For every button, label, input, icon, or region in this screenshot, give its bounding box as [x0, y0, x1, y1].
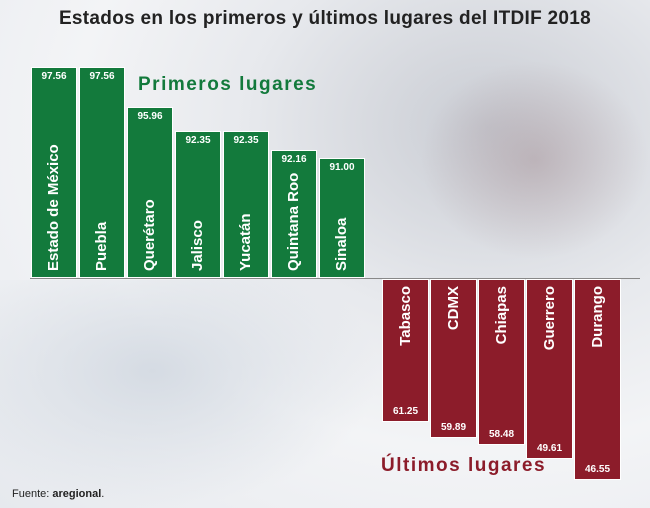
bar-primeros-6: 91.00 Sinaloa [319, 158, 365, 278]
background-tablet-image [420, 60, 650, 260]
background-globe [0, 280, 380, 508]
bar-primeros-1: 97.56 Puebla [79, 67, 125, 278]
legend-ultimos: Últimos lugares [381, 455, 547, 476]
source-name: aregional [52, 488, 102, 500]
value-label: 97.56 [41, 71, 67, 82]
category-label: Durango [588, 286, 606, 348]
category-label: Sinaloa [333, 217, 350, 271]
category-label: Puebla [93, 221, 110, 271]
bar-ultimos-4: 46.55 Durango [574, 279, 621, 480]
legend-primeros: Primeros lugares [138, 74, 318, 95]
category-label: Jalisco [189, 220, 206, 271]
bar-ultimos-3: 49.61 Guerrero [526, 279, 573, 459]
baseline-axis [30, 278, 640, 279]
bar-primeros-2: 95.96 Querétaro [127, 107, 173, 278]
category-label: Chiapas [492, 286, 510, 345]
category-label: Quintana Roo [285, 172, 302, 271]
category-label: Tabasco [396, 286, 414, 346]
category-label: CDMX [444, 286, 462, 331]
chart-title: Estados en los primeros y últimos lugare… [58, 8, 592, 29]
bar-ultimos-1: 59.89 CDMX [430, 279, 477, 438]
category-label: Querétaro [141, 199, 158, 271]
source-note: Fuente: aregional. [12, 488, 105, 500]
value-label: 91.00 [329, 162, 355, 173]
bar-ultimos-0: 61.25 Tabasco [382, 279, 429, 422]
bar-ultimos-2: 58.48 Chiapas [478, 279, 525, 445]
value-label: 49.61 [536, 443, 563, 454]
value-label: 59.89 [440, 422, 467, 433]
value-label: 95.96 [137, 111, 163, 122]
value-label: 61.25 [392, 406, 419, 417]
bar-primeros-5: 92.16 Quintana Roo [271, 150, 317, 278]
category-label: Estado de México [45, 144, 62, 271]
bar-primeros-4: 92.35 Yucatán [223, 131, 269, 278]
category-label: Guerrero [540, 286, 558, 351]
value-label: 58.48 [488, 429, 515, 440]
value-label: 46.55 [584, 464, 611, 475]
bar-primeros-3: 92.35 Jalisco [175, 131, 221, 278]
value-label: 97.56 [89, 71, 115, 82]
value-label: 92.35 [233, 135, 259, 146]
bar-primeros-0: 97.56 Estado de México [31, 67, 77, 278]
category-label: Yucatán [237, 213, 254, 271]
value-label: 92.16 [281, 154, 307, 165]
value-label: 92.35 [185, 135, 211, 146]
